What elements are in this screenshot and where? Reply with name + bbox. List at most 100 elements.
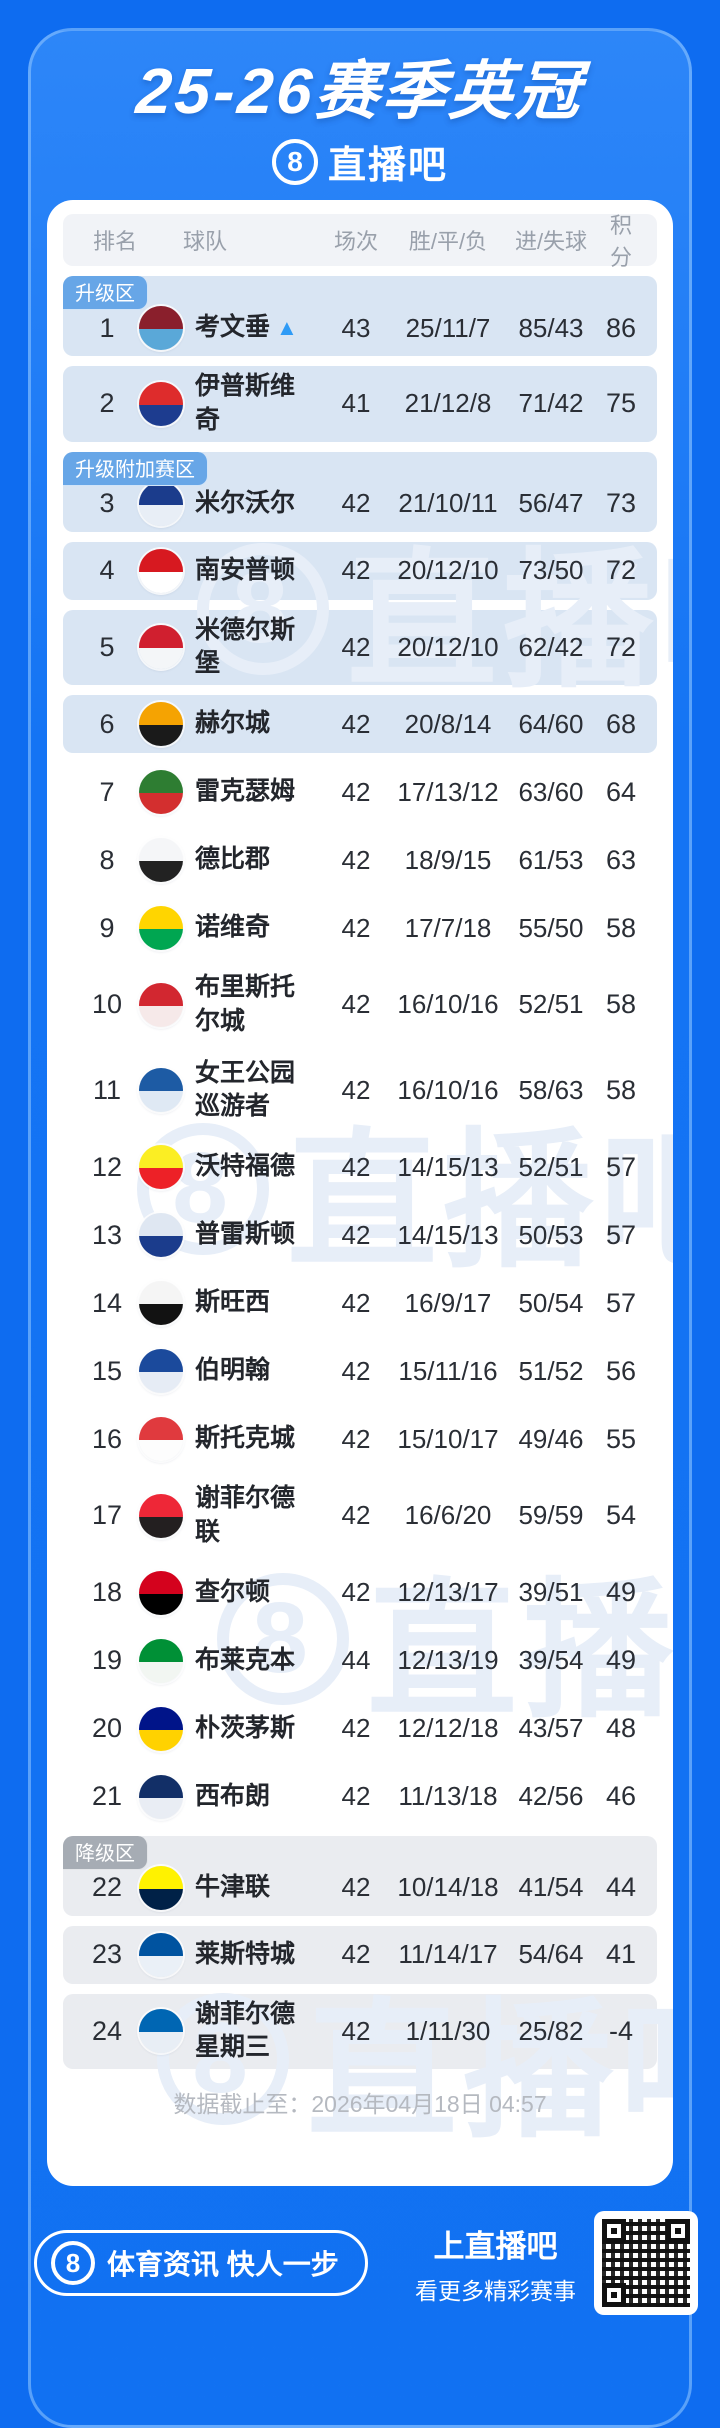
team-name-cell: 伯明翰 (195, 1354, 317, 1388)
table-row[interactable]: 12 沃特福德 42 14/15/13 52/51 57 (63, 1138, 657, 1196)
team-logo-icon (139, 1932, 183, 1977)
table-row[interactable]: 24 谢菲尔德星期三 42 1/11/30 25/82 -4 (63, 1993, 657, 2069)
team-logo-icon (139, 381, 183, 426)
table-row[interactable]: 2 伊普斯维奇 41 21/12/8 71/42 75 (63, 366, 657, 442)
team-logo-icon (139, 1281, 183, 1325)
rank-cell: 3 (99, 488, 115, 518)
team-logo-icon (139, 1349, 183, 1393)
zhibo8-icon-glyph: 8 (287, 145, 303, 177)
table-row[interactable]: 降级区 22 牛津联 42 10/14/18 41/54 44 (63, 1835, 657, 1916)
table-row[interactable]: 4 南安普顿 42 20/12/10 73/50 72 (63, 541, 657, 600)
team-name-cell: 谢菲尔德星期三 (195, 1998, 317, 2066)
team-name-cell: 伊普斯维奇 (195, 370, 317, 438)
team-name: 斯托克城 (195, 1424, 296, 1453)
table-row[interactable]: 升级附加赛区 3 米尔沃尔 42 21/10/11 56/47 73 (63, 451, 657, 532)
qr-finder-icon (602, 2283, 626, 2307)
goals-cell: 52/51 (518, 989, 584, 1020)
team-name-cell: 普雷斯顿 (195, 1218, 317, 1252)
table-row[interactable]: 15 伯明翰 42 15/11/16 51/52 56 (63, 1342, 657, 1400)
goals-cell: 61/53 (518, 844, 584, 875)
points-cell: 48 (605, 1713, 637, 1743)
matches-cell: 42 (341, 1287, 371, 1318)
record-cell: 18/9/15 (404, 844, 492, 875)
table-row[interactable]: 16 斯托克城 42 15/10/17 49/46 55 (63, 1410, 657, 1468)
team-name-cell: 南安普顿 (195, 554, 317, 588)
team-name: 牛津联 (195, 1872, 271, 1901)
team-name: 伯明翰 (195, 1356, 271, 1385)
team-name: 查尔顿 (195, 1577, 271, 1606)
goals-cell: 71/42 (518, 388, 584, 419)
table-row[interactable]: 20 朴茨茅斯 42 12/12/18 43/57 48 (63, 1700, 657, 1758)
record-cell: 20/12/10 (397, 555, 499, 585)
team-logo-icon (139, 770, 183, 814)
team-name: 南安普顿 (195, 555, 296, 584)
team-logo-icon (139, 1865, 183, 1910)
points-cell: 55 (605, 1423, 637, 1454)
goals-cell: 41/54 (518, 1872, 584, 1902)
rank-cell: 1 (99, 312, 115, 343)
rank-cell: 7 (99, 776, 115, 807)
points-cell: 86 (605, 312, 637, 343)
team-name-cell: 朴茨茅斯 (195, 1712, 317, 1746)
table-row[interactable]: 14 斯旺西 42 16/9/17 50/54 57 (63, 1274, 657, 1332)
rank-cell: 17 (91, 1500, 123, 1531)
goals-cell: 55/50 (518, 912, 584, 943)
matches-cell: 42 (341, 844, 371, 875)
table-row[interactable]: 升级区 1 考文垂 ▲ 43 25/11/7 85/43 86 (63, 276, 657, 356)
team-logo-icon (139, 906, 183, 950)
table-row[interactable]: 11 女王公园巡游者 42 16/10/16 58/63 58 (63, 1053, 657, 1129)
table-row[interactable]: 17 谢菲尔德联 42 16/6/20 59/59 54 (63, 1478, 657, 1554)
points-cell: 57 (605, 1219, 637, 1250)
matches-cell: 42 (341, 2015, 371, 2046)
table-row[interactable]: 13 普雷斯顿 42 14/15/13 50/53 57 (63, 1206, 657, 1264)
matches-cell: 42 (341, 1713, 371, 1743)
table-row[interactable]: 7 雷克瑟姆 42 17/13/12 63/60 64 (63, 763, 657, 821)
table-row[interactable]: 5 米德尔斯堡 42 20/12/10 62/42 72 (63, 609, 657, 685)
team-logo-icon (139, 306, 183, 350)
rank-cell: 8 (99, 844, 115, 875)
matches-cell: 42 (341, 708, 371, 739)
rank-cell: 9 (99, 912, 115, 943)
goals-cell: 49/46 (518, 1423, 584, 1454)
header-matches: 场次 (333, 229, 378, 254)
table-row[interactable]: 8 德比郡 42 18/9/15 61/53 63 (63, 831, 657, 889)
table-row[interactable]: 19 布莱克本 44 12/13/19 39/54 49 (63, 1632, 657, 1690)
rank-cell: 2 (99, 388, 115, 419)
goals-cell: 39/51 (518, 1577, 584, 1607)
rank-cell: 22 (91, 1872, 123, 1902)
points-cell: 57 (605, 1151, 637, 1182)
team-logo-icon (139, 1145, 183, 1189)
matches-cell: 42 (341, 1423, 371, 1454)
points-cell: 41 (605, 1939, 637, 1969)
rank-cell: 14 (91, 1287, 123, 1318)
team-name-cell: 牛津联 (195, 1871, 317, 1905)
team-logo-icon (139, 1213, 183, 1257)
team-name-cell: 斯托克城 (195, 1422, 317, 1456)
points-cell: 49 (605, 1645, 637, 1675)
matches-cell: 42 (341, 989, 371, 1020)
points-cell: -4 (608, 2015, 633, 2046)
zhibo8-icon: 8 (271, 138, 318, 185)
team-logo-icon (139, 1638, 183, 1683)
goals-cell: 43/57 (518, 1713, 584, 1743)
goals-cell: 73/50 (518, 555, 584, 585)
table-row[interactable]: 10 布里斯托尔城 42 16/10/16 52/51 58 (63, 967, 657, 1043)
table-row[interactable]: 21 西布朗 42 11/13/18 42/56 46 (63, 1768, 657, 1826)
table-row[interactable]: 23 莱斯特城 42 11/14/17 54/64 41 (63, 1925, 657, 1984)
team-logo-icon (139, 1068, 183, 1113)
team-name-cell: 谢菲尔德联 (195, 1482, 317, 1550)
record-cell: 20/8/14 (404, 708, 492, 739)
goals-cell: 63/60 (518, 776, 584, 807)
team-logo-icon (139, 1417, 183, 1461)
rank-cell: 13 (91, 1219, 123, 1250)
record-cell: 12/12/18 (397, 1713, 499, 1743)
team-name: 朴茨茅斯 (195, 1713, 296, 1742)
table-row[interactable]: 9 诺维奇 42 17/7/18 55/50 58 (63, 899, 657, 957)
goals-cell: 58/63 (518, 1074, 584, 1105)
qr-finder-icon (602, 2219, 626, 2243)
table-row[interactable]: 6 赫尔城 42 20/8/14 64/60 68 (63, 695, 657, 753)
team-name: 谢菲尔德联 (195, 1484, 296, 1546)
table-row[interactable]: 18 查尔顿 42 12/13/17 39/51 49 (63, 1564, 657, 1622)
team-logo-icon (139, 1774, 183, 1819)
brand-logo: 8 直播吧 (0, 134, 720, 189)
